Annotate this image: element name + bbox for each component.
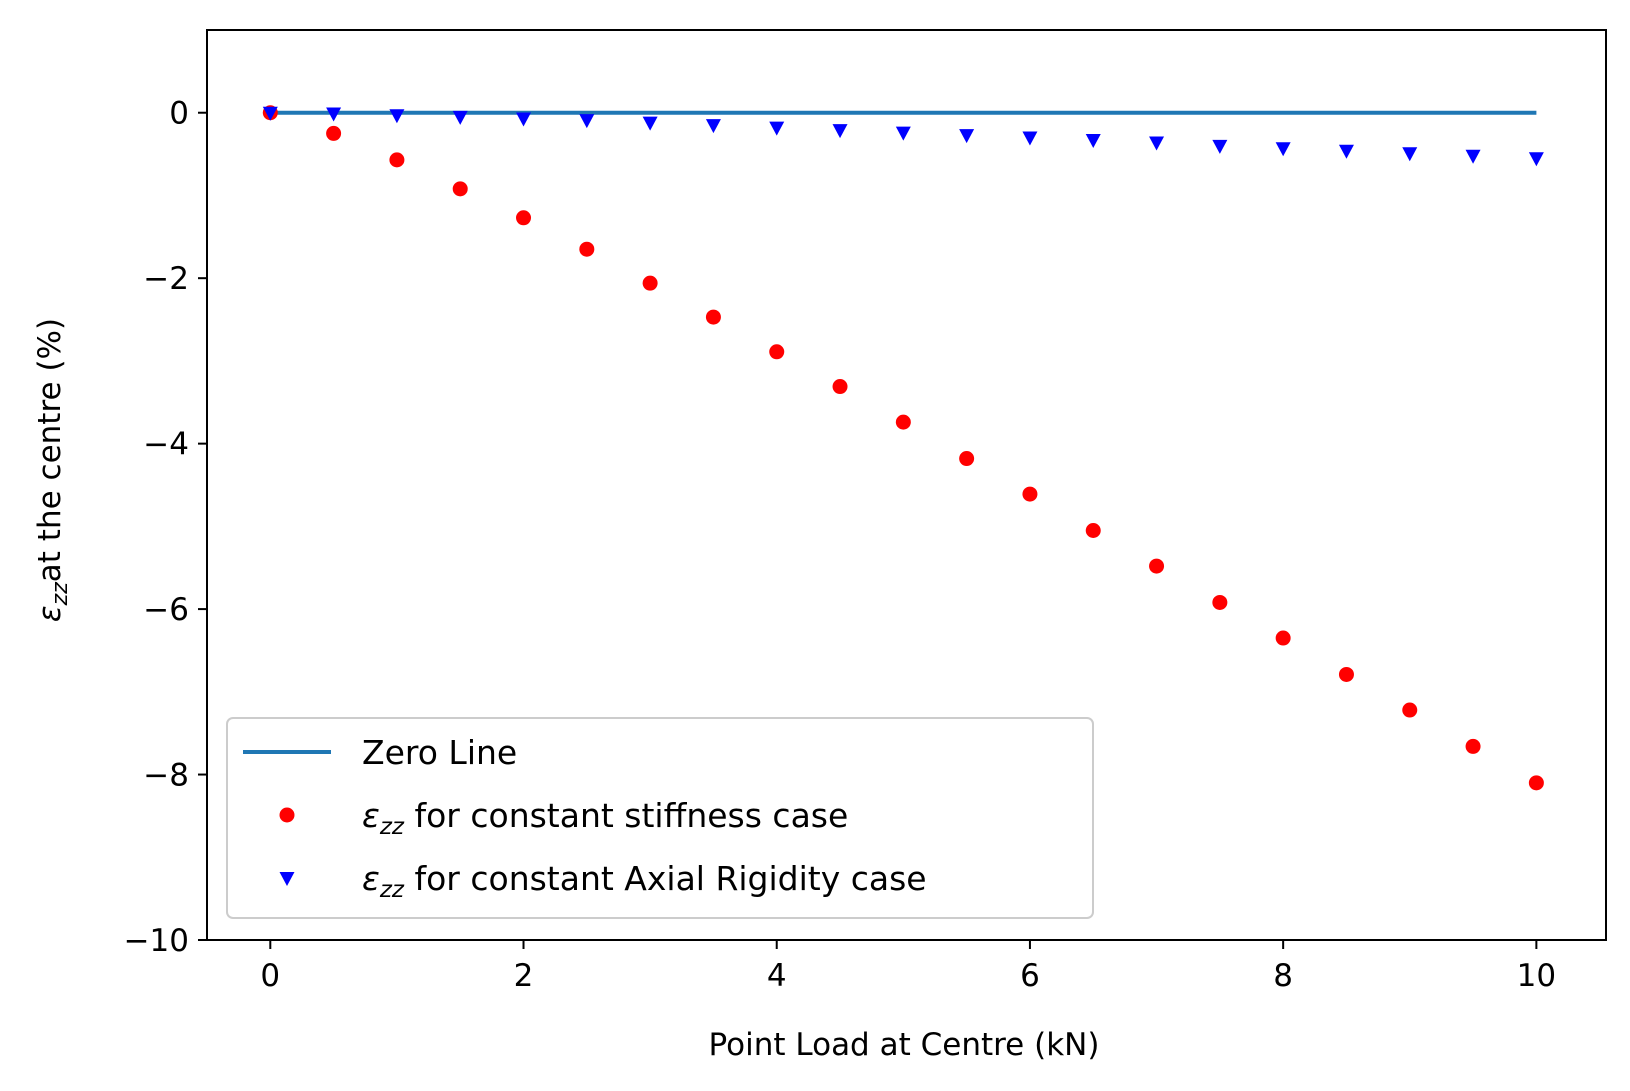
stiffness-point (516, 210, 532, 226)
y-axis-label: εzzat the centre (%) (32, 318, 73, 622)
legend-item-0: Zero Line (243, 733, 517, 772)
rigidity-point (1212, 139, 1228, 154)
rigidity-point (579, 114, 595, 129)
rigidity-point (769, 121, 785, 136)
stiffness-point (1149, 558, 1165, 574)
x-axis-label: Point Load at Centre (kN) (709, 1027, 1100, 1063)
x-tick-label: 4 (767, 958, 787, 994)
rigidity-point (326, 107, 342, 122)
y-tick-label: −4 (143, 427, 189, 463)
stiffness-point (769, 344, 785, 360)
rigidity-point (1465, 149, 1481, 164)
stiffness-point (705, 309, 721, 325)
rigidity-point (1085, 134, 1101, 149)
legend-item-2: εzz for constant Axial Rigidity case (279, 859, 927, 903)
stiffness-point (1338, 666, 1354, 682)
legend-triangle-swatch (279, 872, 295, 886)
rigidity-point (516, 112, 532, 127)
y-axis-label-text: at the centre (%) (32, 318, 68, 582)
stiffness-point (895, 414, 911, 430)
y-axis-label-symbol: ε (32, 605, 68, 622)
stiffness-point (326, 125, 342, 141)
rigidity-point (832, 124, 848, 139)
stiffness-point (1465, 738, 1481, 754)
legend: Zero Line εzz for constant stiffness case… (226, 717, 1094, 919)
series-1 (262, 105, 1544, 791)
stiffness-point (832, 379, 848, 395)
rigidity-point (389, 109, 405, 124)
rigidity-point (1338, 144, 1354, 159)
rigidity-point (1149, 136, 1165, 151)
legend-label: εzz for constant Axial Rigidity case (362, 859, 927, 903)
rigidity-point (1275, 142, 1291, 157)
x-tick-label: 0 (260, 958, 280, 994)
legend-item-1: εzz for constant stiffness case (279, 796, 848, 840)
x-tick-label: 10 (1517, 958, 1556, 994)
rigidity-point (452, 110, 468, 125)
x-tick-label: 6 (1020, 958, 1040, 994)
rigidity-point (959, 129, 975, 144)
rigidity-point (895, 126, 911, 141)
rigidity-point (262, 106, 278, 121)
axes: 0 2 4 6 8 10 0 −2 −4 −6 −8 −10 (124, 29, 1607, 994)
rigidity-point (705, 119, 721, 134)
stiffness-point (1022, 486, 1038, 502)
y-tick-label: −10 (124, 923, 189, 959)
rigidity-point (642, 116, 658, 131)
legend-box (226, 717, 1094, 919)
rigidity-point (1528, 152, 1544, 167)
x-tick-label: 2 (514, 958, 534, 994)
x-tick-label: 8 (1273, 958, 1293, 994)
stiffness-point (1212, 594, 1228, 610)
y-axis-label-subscript: zz (48, 582, 73, 607)
rigidity-point (1402, 147, 1418, 162)
stiffness-point (1402, 702, 1418, 718)
y-tick-label: −8 (143, 758, 189, 794)
stiffness-point (389, 152, 405, 168)
stiffness-point (642, 275, 658, 291)
y-tick-label: −6 (143, 592, 189, 628)
stiffness-point (959, 451, 975, 467)
rigidity-point (1022, 131, 1038, 146)
legend-circle-swatch (279, 807, 295, 823)
legend-label: Zero Line (362, 733, 517, 772)
axes-frame (206, 29, 1607, 941)
stiffness-point (1085, 523, 1101, 538)
series-2 (262, 106, 1544, 167)
stiffness-point (452, 181, 468, 197)
stiffness-point (579, 241, 595, 257)
stiffness-point (1275, 630, 1291, 646)
y-tick-label: 0 (169, 96, 189, 132)
plot-area (262, 105, 1544, 791)
stiffness-point (1528, 775, 1544, 791)
y-tick-label: −2 (143, 261, 189, 297)
legend-label: εzz for constant stiffness case (362, 796, 848, 840)
